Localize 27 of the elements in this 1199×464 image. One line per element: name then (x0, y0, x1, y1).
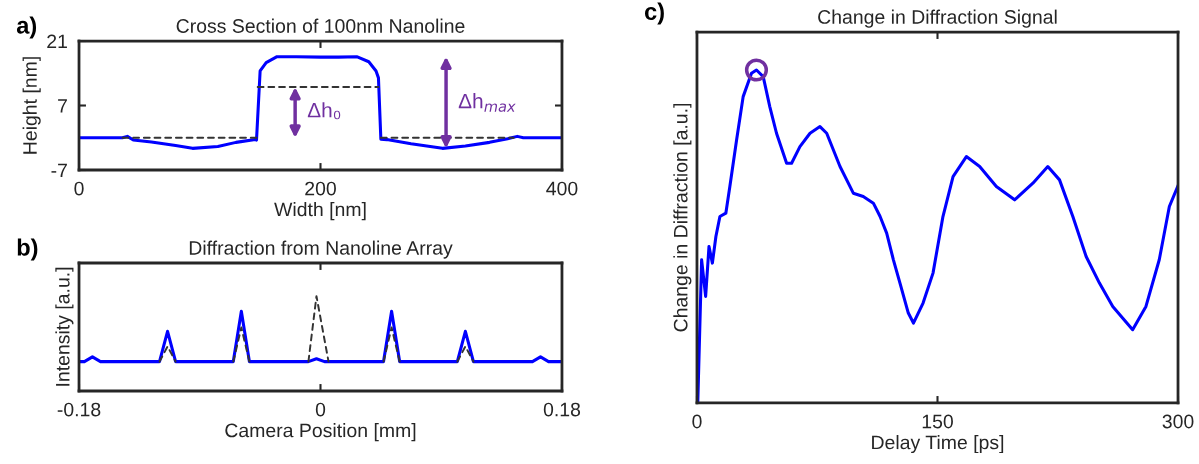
y-axis-title: Change in Diffraction [a.u.] (673, 103, 692, 332)
x-tick-label: 150 (922, 414, 953, 429)
y-tick-label: 7 (58, 99, 67, 113)
x-tick-label: 300 (1162, 414, 1194, 429)
chart-title: Change in Diffraction Signal (818, 9, 1057, 28)
x-axis-title: Width [nm] (274, 202, 366, 221)
x-tick-label: 0 (74, 181, 84, 196)
chart-title: Cross Section of 100nm Nanoline (176, 18, 465, 33)
x-tick-label: 0 (692, 414, 702, 429)
annotation: Δh$_{max}$ (458, 93, 516, 112)
text: a) (16, 16, 37, 39)
y-tick-label: -7 (51, 163, 67, 178)
y-tick-label: 21 (47, 34, 67, 49)
x-tick-label: 0 (315, 402, 326, 417)
x-tick-label: 400 (546, 181, 578, 196)
x-tick-label: 200 (305, 181, 336, 196)
line-series (79, 55, 562, 150)
annotation: Δh₀ (307, 102, 341, 120)
x-tick-label: -0.18 (57, 402, 101, 417)
x-axis-title: Camera Position [mm] (225, 423, 416, 442)
y-axis-title: Height [nm] (22, 57, 41, 154)
text: c) (644, 2, 664, 25)
x-tick-label: 0.18 (543, 402, 581, 417)
x-axis-title: Delay Time [ps] (872, 435, 1004, 454)
y-axis-title: Intensity [a.u.] (55, 267, 74, 386)
chart-title: Diffraction from Nanoline Array (189, 240, 453, 259)
text: b) (17, 238, 38, 261)
